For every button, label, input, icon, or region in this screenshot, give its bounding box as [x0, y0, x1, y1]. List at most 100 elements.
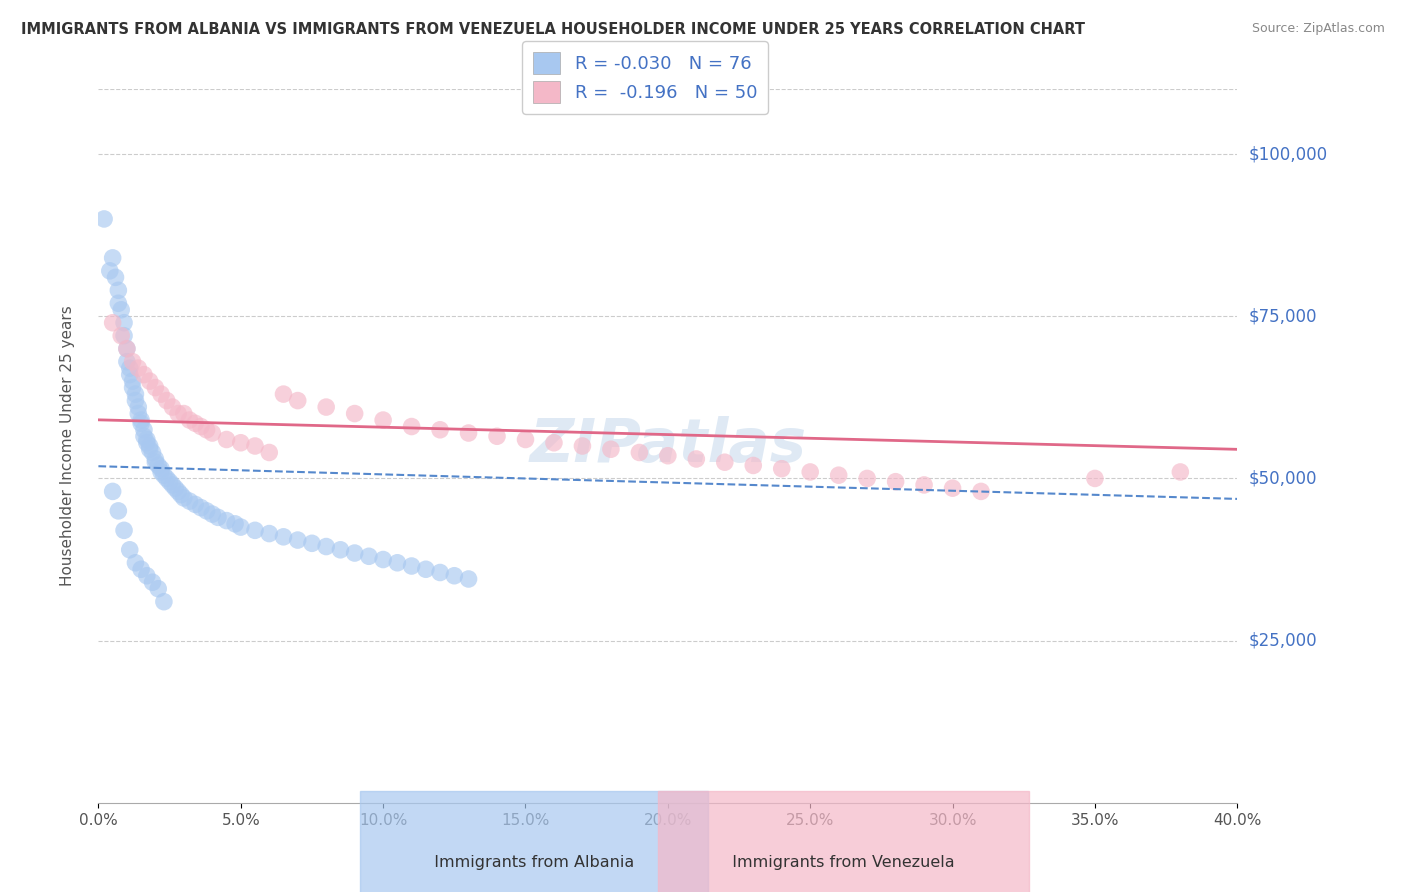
- Point: [138, 374, 160, 388]
- Point: [799, 465, 821, 479]
- Point: [373, 413, 395, 427]
- Point: [543, 435, 565, 450]
- Point: [129, 413, 152, 427]
- Point: [156, 471, 179, 485]
- Point: [121, 374, 143, 388]
- Point: [224, 516, 246, 531]
- Point: [600, 442, 623, 457]
- Point: [98, 264, 121, 278]
- Point: [127, 400, 149, 414]
- Point: [515, 433, 537, 447]
- Point: [121, 354, 143, 368]
- Point: [714, 455, 737, 469]
- Point: [112, 316, 135, 330]
- Point: [127, 407, 149, 421]
- Point: [110, 328, 132, 343]
- Point: [150, 461, 173, 475]
- Point: [429, 423, 451, 437]
- Point: [207, 510, 229, 524]
- Point: [145, 381, 167, 395]
- Point: [118, 361, 141, 376]
- Point: [132, 423, 155, 437]
- Point: [259, 526, 281, 541]
- Point: [173, 407, 195, 421]
- Point: [190, 419, 212, 434]
- Text: Immigrants from Venezuela: Immigrants from Venezuela: [723, 855, 965, 870]
- Point: [343, 546, 366, 560]
- Point: [243, 524, 266, 538]
- Y-axis label: Householder Income Under 25 years: Householder Income Under 25 years: [60, 306, 75, 586]
- Point: [115, 342, 138, 356]
- Point: [401, 559, 423, 574]
- Point: [101, 251, 124, 265]
- Point: [884, 475, 907, 489]
- Point: [132, 368, 155, 382]
- Legend: R = -0.030   N = 76, R =  -0.196   N = 50: R = -0.030 N = 76, R = -0.196 N = 50: [522, 41, 768, 114]
- Point: [135, 433, 157, 447]
- Point: [742, 458, 765, 473]
- Point: [141, 575, 163, 590]
- Point: [315, 540, 337, 554]
- Point: [287, 533, 309, 547]
- Point: [118, 368, 141, 382]
- Point: [138, 442, 160, 457]
- Point: [115, 354, 138, 368]
- Point: [828, 468, 851, 483]
- Point: [329, 542, 352, 557]
- Point: [387, 556, 409, 570]
- Point: [132, 429, 155, 443]
- Point: [184, 497, 207, 511]
- Point: [167, 484, 190, 499]
- Point: [112, 524, 135, 538]
- Point: [150, 465, 173, 479]
- Point: [215, 433, 238, 447]
- Point: [179, 494, 201, 508]
- Point: [195, 423, 218, 437]
- Point: [190, 500, 212, 515]
- Point: [129, 562, 152, 576]
- Point: [373, 552, 395, 566]
- Point: [685, 452, 707, 467]
- Text: $50,000: $50,000: [1249, 469, 1317, 487]
- Point: [127, 361, 149, 376]
- Point: [970, 484, 993, 499]
- Point: [229, 435, 252, 450]
- Point: [443, 568, 465, 582]
- Point: [141, 445, 163, 459]
- Text: $25,000: $25,000: [1249, 632, 1317, 649]
- Text: Immigrants from Albania: Immigrants from Albania: [425, 855, 644, 870]
- Point: [124, 556, 146, 570]
- Point: [1170, 465, 1192, 479]
- Point: [107, 296, 129, 310]
- Point: [770, 461, 793, 475]
- Point: [856, 471, 879, 485]
- Point: [486, 429, 509, 443]
- Point: [273, 530, 295, 544]
- Point: [124, 393, 146, 408]
- Point: [135, 435, 157, 450]
- Point: [148, 458, 170, 473]
- Point: [357, 549, 380, 564]
- Point: [153, 468, 176, 483]
- Point: [93, 211, 115, 226]
- Point: [162, 478, 184, 492]
- Point: [215, 514, 238, 528]
- Point: [415, 562, 437, 576]
- Point: [401, 419, 423, 434]
- Text: ZIPatlas: ZIPatlas: [529, 417, 807, 475]
- Point: [195, 504, 218, 518]
- Point: [301, 536, 323, 550]
- Point: [101, 484, 124, 499]
- Point: [135, 568, 157, 582]
- Point: [150, 387, 173, 401]
- Point: [287, 393, 309, 408]
- Point: [138, 439, 160, 453]
- Point: [429, 566, 451, 580]
- Point: [129, 417, 152, 431]
- Point: [148, 582, 170, 596]
- Point: [145, 452, 167, 467]
- Point: [657, 449, 679, 463]
- Point: [229, 520, 252, 534]
- Point: [118, 542, 141, 557]
- Point: [124, 387, 146, 401]
